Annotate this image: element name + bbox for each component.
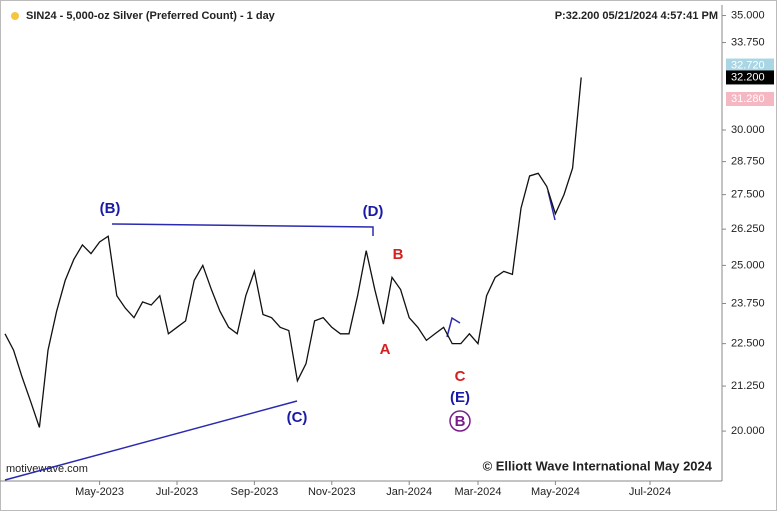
x-tick-label: Nov-2023 [308,486,356,498]
y-tick-label: 26.250 [731,223,765,235]
price-marker [726,91,774,106]
x-tick-label: Jul-2023 [156,486,198,498]
price-info: P:32.200 05/21/2024 4:57:41 PM [555,10,718,22]
y-tick-label: 20.000 [731,425,765,437]
y-tick-label: 35.000 [731,9,765,21]
chart-title: SIN24 - 5,000-oz Silver (Preferred Count… [26,10,276,22]
price-marker [726,58,774,73]
price-marker [726,70,774,85]
y-tick-label: 23.750 [731,297,765,309]
wave-label: B [393,246,404,263]
price-marker-label: 32.720 [731,59,765,71]
price-line [4,77,582,428]
x-tick-label: Jan-2024 [386,486,432,498]
x-tick-label: Jul-2024 [629,486,671,498]
trend-line [4,400,298,481]
x-tick-label: Sep-2023 [231,486,279,498]
circle-marker [449,410,471,432]
wave-label: (E) [450,389,470,406]
price-marker-label: 31.280 [731,93,765,105]
wave-label: C [455,368,466,385]
y-tick-label: 25.000 [731,259,765,271]
y-tick-label: 21.250 [731,380,765,392]
y-tick-label: 22.500 [731,338,765,350]
wave-label: (C) [287,409,308,426]
x-tick-label: Mar-2024 [454,486,501,498]
wave-label: B [455,413,466,430]
copyright: © Elliott Wave International May 2024 [483,458,713,473]
y-tick-label: 30.000 [731,124,765,136]
y-tick-label: 33.750 [731,36,765,48]
price-marker-label: 32.200 [731,71,765,83]
wave-label: (B) [100,200,121,217]
x-tick-label: May-2023 [75,486,124,498]
wave-label: A [380,341,391,358]
y-tick-label: 27.500 [731,189,765,201]
wave-line [111,223,374,236]
wave-line [446,316,461,338]
y-tick-label: 28.750 [731,156,765,168]
x-tick-label: May-2024 [531,486,580,498]
wave-label: (D) [363,203,384,220]
status-dot [11,12,19,20]
